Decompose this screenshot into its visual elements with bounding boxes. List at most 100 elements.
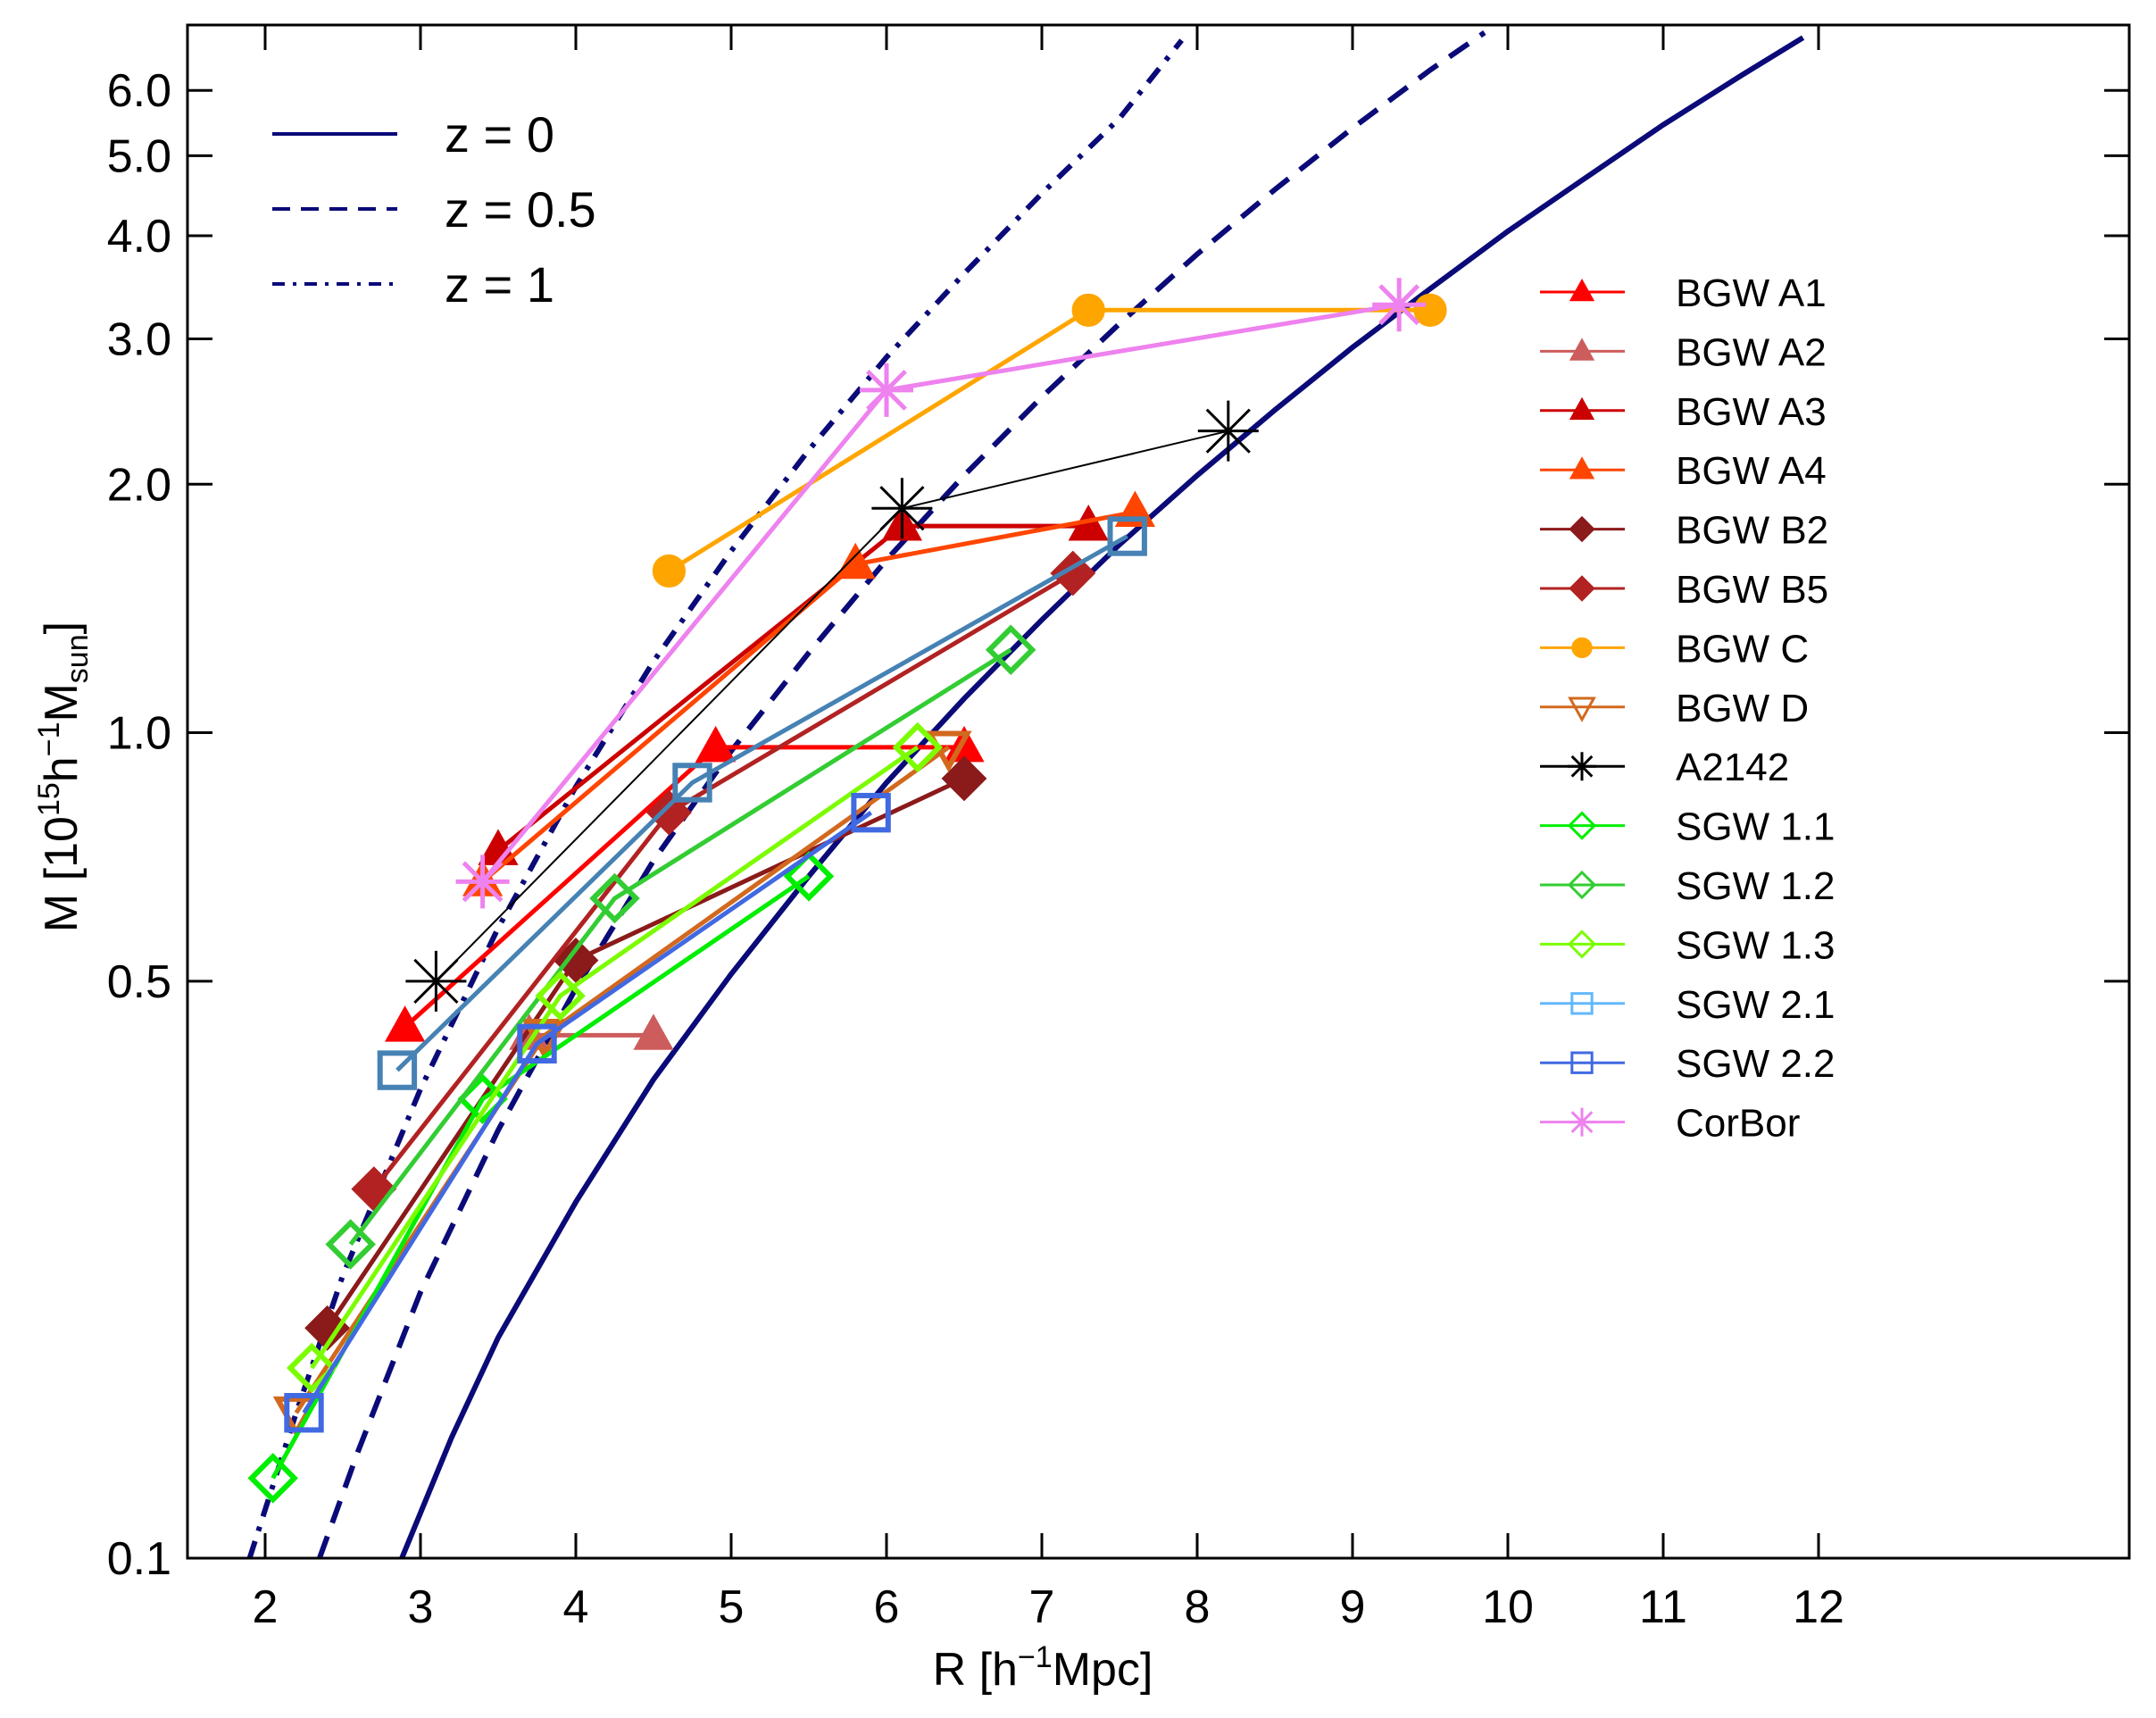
series-legend-marker xyxy=(1571,637,1593,659)
series-legend: BGW A1 BGW A2 BGW A3 BGW A4 BGW B2 BGW B5 BGW … xyxy=(1540,271,1836,1146)
x-tick-label: 2 xyxy=(253,1581,279,1633)
axis-ticks: 2 3 4 5 6 7 8 9 10 11 12 0.1 0.5 1.0 2.0 3.0 4.0 5.0 6.0 xyxy=(107,25,2129,1633)
series-marker-bgw-a4 xyxy=(835,542,876,580)
series-a2142 xyxy=(405,400,1259,1012)
series-marker-corbor xyxy=(455,855,510,909)
series-marker-bgw-c xyxy=(1413,293,1447,327)
series-line-sgw-1-3 xyxy=(310,745,920,1370)
series-marker-bgw-c xyxy=(1071,293,1105,327)
series-legend-marker xyxy=(1569,515,1595,543)
series-line-sgw-2-1 xyxy=(395,534,1128,1072)
series-legend-item-bgw-a4: BGW A4 xyxy=(1540,449,1827,493)
x-tick-label: 11 xyxy=(1639,1581,1687,1633)
series-legend-marker xyxy=(1569,575,1595,602)
series-legend-marker xyxy=(1570,1051,1594,1074)
series-marker-sgw-2-1 xyxy=(377,1050,418,1090)
series-legend-label: BGW B2 xyxy=(1676,509,1828,553)
series-sgw-2-1 xyxy=(377,516,1147,1090)
series-bgw-b5 xyxy=(351,550,1096,1213)
series-marker-bgw-b2 xyxy=(941,755,987,802)
curve-legend-label: z = 0 xyxy=(445,106,554,163)
series-marker-sgw-1-2 xyxy=(589,872,640,924)
curve-legend-label: z = 0.5 xyxy=(445,181,596,238)
x-tick-label: 5 xyxy=(719,1581,745,1633)
series-marker-corbor xyxy=(1372,278,1427,332)
series-legend-item-sgw-1-3: SGW 1.3 xyxy=(1540,923,1836,967)
series-legend-item-sgw-1-1: SGW 1.1 xyxy=(1540,805,1836,849)
series-marker-sgw-2-2 xyxy=(517,1023,557,1064)
series-sgw-1-2 xyxy=(325,624,1036,1270)
series-marker-sgw-1-3 xyxy=(535,970,586,1022)
series-legend-marker xyxy=(1569,456,1595,480)
series-legend-marker xyxy=(1567,930,1597,959)
curve-legend-item-z-0-5: z = 0.5 xyxy=(272,181,596,238)
curve-legend-label: z = 1 xyxy=(445,256,554,313)
series-marker-bgw-a1 xyxy=(695,725,737,763)
curve-z-1 xyxy=(246,38,1184,1559)
series-marker-sgw-1-3 xyxy=(892,721,944,773)
series-legend-item-a2142: A2142 xyxy=(1540,746,1789,789)
series-marker-bgw-c xyxy=(652,554,687,588)
series-line-sgw-2-2 xyxy=(302,811,873,1414)
x-tick-label: 4 xyxy=(563,1581,589,1633)
series-legend-label: BGW A1 xyxy=(1676,271,1827,315)
x-tick-label: 8 xyxy=(1185,1581,1211,1633)
x-axis-label: R [h−1Mpc] xyxy=(933,1640,1153,1696)
series-legend-label: SGW 1.1 xyxy=(1676,805,1836,849)
series-marker-sgw-2-2 xyxy=(284,1393,324,1433)
series-legend-marker xyxy=(1567,870,1597,900)
y-tick-label: 3.0 xyxy=(107,313,171,365)
y-tick-label: 0.1 xyxy=(107,1533,171,1585)
curve-legend-item-z-0: z = 0 xyxy=(272,106,554,163)
series-legend-marker xyxy=(1569,396,1595,421)
y-tick-label: 0.5 xyxy=(107,956,171,1008)
series-legend-marker xyxy=(1570,992,1594,1015)
series-legend-item-sgw-1-2: SGW 1.2 xyxy=(1540,864,1836,908)
series-legend-item-sgw-2-1: SGW 2.1 xyxy=(1540,983,1836,1027)
series-legend-item-bgw-a2: BGW A2 xyxy=(1540,330,1827,374)
x-tick-label: 3 xyxy=(408,1581,434,1633)
series-marker-a2142 xyxy=(871,478,933,539)
series-legend-label: A2142 xyxy=(1676,746,1789,789)
series-marker-sgw-1-3 xyxy=(286,1342,337,1394)
series-legend-label: BGW A3 xyxy=(1676,390,1827,434)
plot-frame xyxy=(186,23,2131,1560)
series-legend-marker xyxy=(1568,752,1596,781)
curve-legend-item-z-1: z = 1 xyxy=(272,256,554,313)
series-legend-label: SGW 1.2 xyxy=(1676,864,1836,908)
y-tick-label: 1.0 xyxy=(107,708,171,760)
series-marker-a2142 xyxy=(1197,400,1259,462)
series-marker-sgw-1-2 xyxy=(985,624,1036,676)
series-legend-item-bgw-d: BGW D xyxy=(1540,687,1809,730)
series-legend-item-sgw-2-2: SGW 2.2 xyxy=(1540,1042,1836,1086)
series-legend-label: CorBor xyxy=(1676,1102,1800,1146)
series-sgw-1-3 xyxy=(286,721,944,1394)
series-legend-label: BGW A4 xyxy=(1676,449,1827,493)
series-legend-item-bgw-b2: BGW B2 xyxy=(1540,509,1828,553)
curve-z-0-5 xyxy=(317,30,1486,1560)
series-marker-a2142 xyxy=(405,950,467,1012)
series-marker-corbor xyxy=(860,363,913,417)
curve-legend: z = 0 z = 0.5 z = 1 xyxy=(272,106,596,313)
series-legend-marker xyxy=(1568,696,1596,722)
series-legend-item-bgw-b5: BGW B5 xyxy=(1540,568,1828,612)
series-legend-label: BGW D xyxy=(1676,687,1809,730)
y-tick-label: 5.0 xyxy=(107,130,171,182)
series-bgw-a1 xyxy=(384,725,985,1042)
series-sgw-2-2 xyxy=(284,792,891,1433)
x-tick-label: 10 xyxy=(1482,1581,1534,1633)
y-tick-label: 2.0 xyxy=(107,459,171,511)
plot-border xyxy=(186,23,2131,1560)
series-legend-label: BGW C xyxy=(1676,627,1809,671)
series-marker-sgw-2-1 xyxy=(1107,516,1147,556)
series-legend-marker xyxy=(1568,1107,1596,1137)
series-marker-sgw-1-2 xyxy=(325,1219,376,1270)
series-legend-label: SGW 1.3 xyxy=(1676,923,1836,967)
series-marker-bgw-a2 xyxy=(633,1013,674,1050)
y-axis-label: M [1015h−1Msun] xyxy=(32,621,95,932)
series-legend-label: SGW 2.1 xyxy=(1676,983,1836,1027)
series-marker-sgw-1-1 xyxy=(247,1453,298,1504)
series-legend-label: BGW A2 xyxy=(1676,330,1827,374)
